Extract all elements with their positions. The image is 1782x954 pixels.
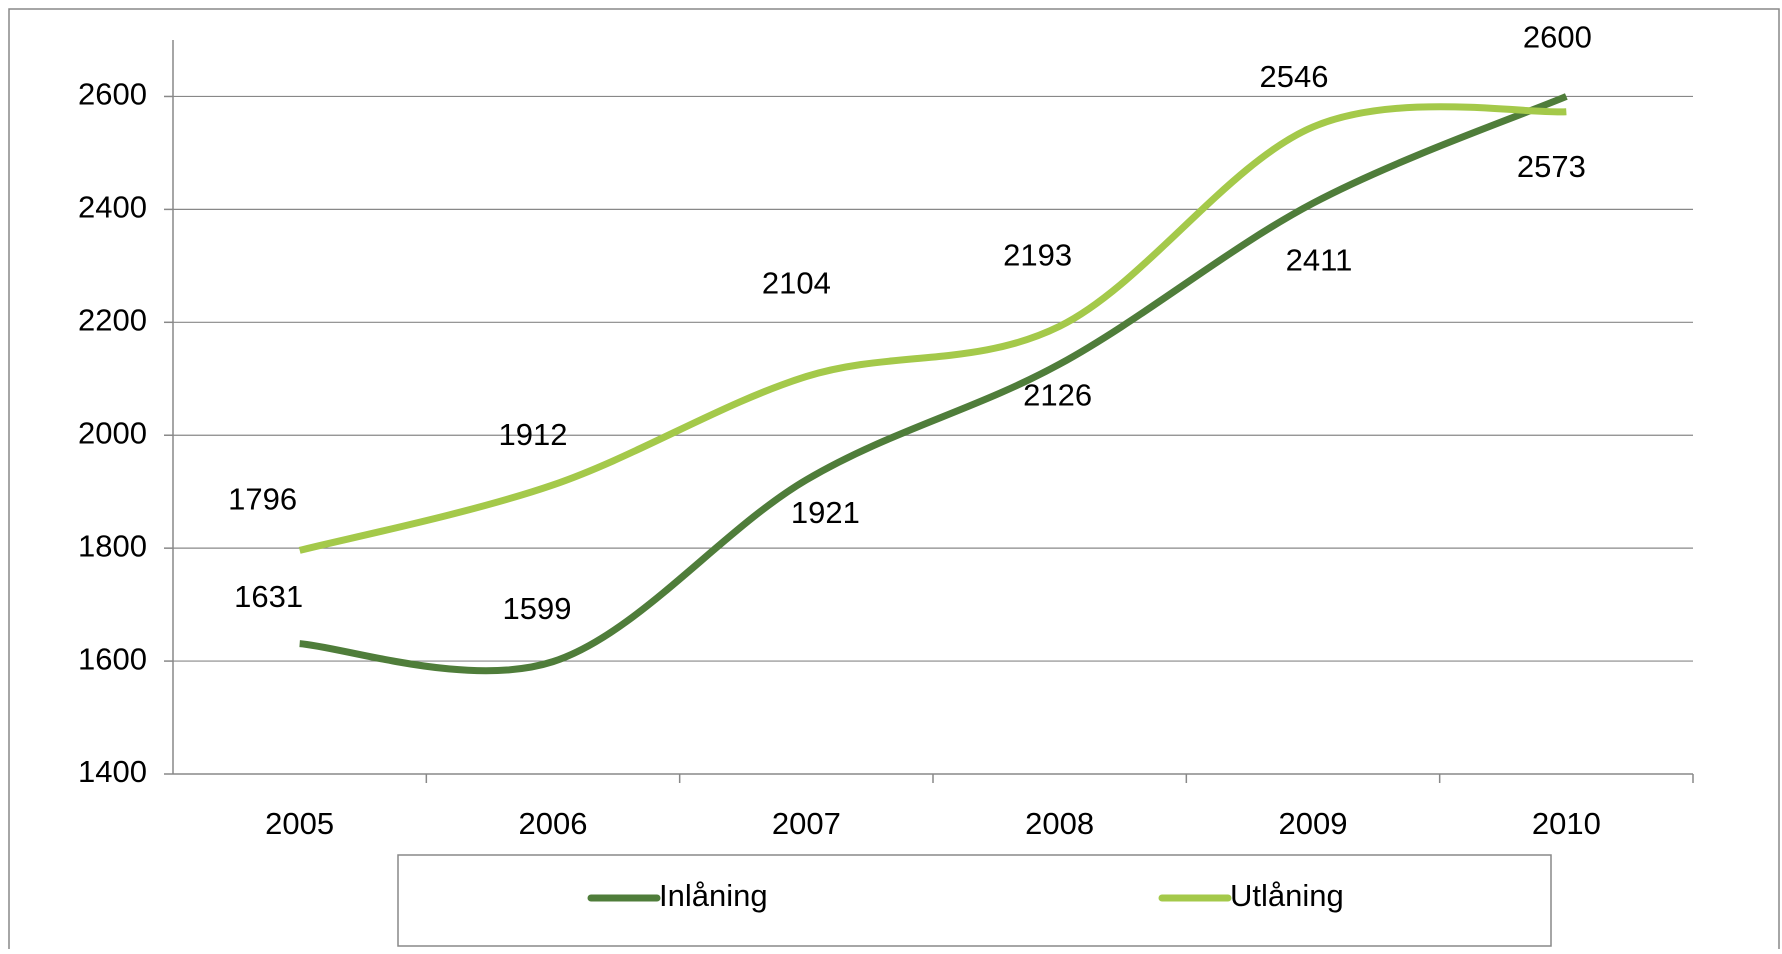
y-tick-label: 1800 <box>78 528 147 563</box>
series-line <box>298 103 1567 554</box>
data-label: 2600 <box>1523 20 1592 55</box>
x-tick-label: 2007 <box>772 806 841 841</box>
y-tick-label: 1600 <box>78 641 147 676</box>
y-tick-label: 2400 <box>78 190 147 225</box>
x-tick-label: 2010 <box>1532 806 1601 841</box>
x-tick-label: 2006 <box>519 806 588 841</box>
x-tick-label: 2008 <box>1025 806 1094 841</box>
chart-frame <box>8 8 1780 954</box>
data-label: 1921 <box>791 495 860 530</box>
y-tick-label: 2200 <box>78 302 147 337</box>
data-label: 1631 <box>234 579 303 614</box>
data-label: 1912 <box>499 417 568 452</box>
data-label: 2104 <box>762 266 831 301</box>
data-label: 2411 <box>1286 242 1353 277</box>
x-tick-label: 2009 <box>1279 806 1348 841</box>
y-tick-label: 1400 <box>78 754 147 789</box>
data-label: 2573 <box>1517 149 1586 184</box>
legend-box <box>397 854 1552 947</box>
y-tick-label: 2000 <box>78 415 147 450</box>
data-label: 1599 <box>503 591 572 626</box>
data-label: 2193 <box>1003 237 1072 272</box>
series-line <box>299 93 1568 675</box>
data-label: 2546 <box>1260 59 1329 94</box>
legend-label: Utlåning <box>1230 878 1344 913</box>
y-tick-label: 2600 <box>78 77 147 112</box>
legend-label: Inlåning <box>659 878 768 913</box>
x-tick-label: 2005 <box>265 806 334 841</box>
data-label: 2126 <box>1023 377 1092 412</box>
data-label: 1796 <box>228 482 297 517</box>
